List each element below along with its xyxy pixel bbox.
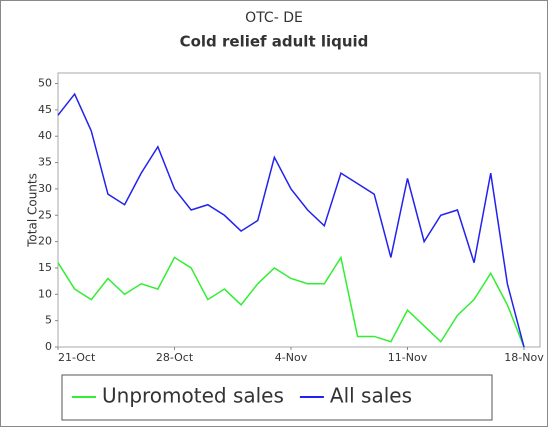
y-tick-label: 5 bbox=[45, 314, 52, 327]
chart-subtitle: Cold relief adult liquid bbox=[180, 33, 369, 51]
series-line bbox=[57, 255, 525, 348]
chart-title: OTC- DE bbox=[245, 10, 303, 26]
plot-area bbox=[57, 72, 541, 348]
x-tick-label: 28-Oct bbox=[156, 351, 194, 364]
legend-label: Unpromoted sales bbox=[102, 384, 284, 408]
series-line bbox=[57, 92, 525, 348]
legend-label: All sales bbox=[330, 384, 412, 408]
y-tick-label: 0 bbox=[45, 340, 52, 353]
y-tick-label: 25 bbox=[38, 208, 52, 221]
y-tick-label: 40 bbox=[38, 129, 52, 142]
y-tick-label: 50 bbox=[38, 77, 52, 90]
y-tick-label: 20 bbox=[38, 235, 52, 248]
y-tick-label: 45 bbox=[38, 103, 52, 116]
y-tick-label: 30 bbox=[38, 182, 52, 195]
x-tick-label: 4-Nov bbox=[275, 351, 308, 364]
y-tick-label: 15 bbox=[38, 261, 52, 274]
y-tick-label: 35 bbox=[38, 156, 52, 169]
legend-box bbox=[61, 374, 493, 421]
x-tick-label: 18-Nov bbox=[504, 351, 544, 364]
y-tick-label: 10 bbox=[38, 287, 52, 300]
y-axis-label: Total Counts bbox=[26, 173, 40, 248]
x-tick-label: 11-Nov bbox=[388, 351, 428, 364]
x-tick-label: 21-Oct bbox=[58, 351, 96, 364]
